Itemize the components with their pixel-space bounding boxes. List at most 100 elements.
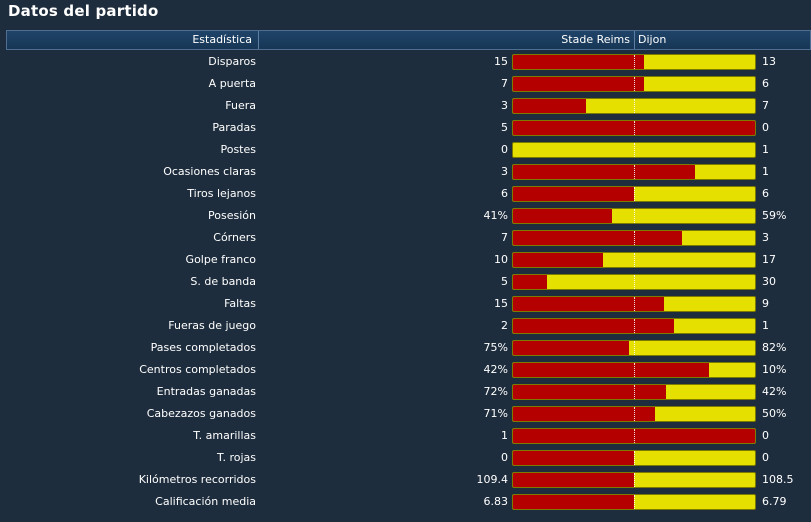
away-value: 59% [762, 209, 787, 222]
comparison-bar [512, 384, 756, 400]
stat-label: Córners [213, 231, 256, 244]
comparison-bar [512, 230, 756, 246]
away-value: 0 [762, 429, 769, 442]
table-row: Córners 7 3 [0, 227, 811, 249]
midline [634, 143, 635, 157]
midline [634, 341, 635, 355]
away-value: 42% [762, 385, 787, 398]
stat-label: Cabezazos ganados [146, 407, 256, 420]
stat-label: Fuera [225, 99, 256, 112]
midline [634, 275, 635, 289]
home-value: 75% [483, 341, 508, 354]
comparison-bar [512, 252, 756, 268]
midline [634, 231, 635, 245]
away-value: 1 [762, 319, 769, 332]
home-share-fill [513, 473, 635, 487]
stat-label: A puerta [208, 77, 256, 90]
table-row: Kilómetros recorridos 109.4 108.5 [0, 469, 811, 491]
stat-label: S. de banda [190, 275, 256, 288]
comparison-bar [512, 76, 756, 92]
away-value: 6 [762, 77, 769, 90]
midline [634, 363, 635, 377]
home-value: 42% [483, 363, 508, 376]
comparison-bar [512, 318, 756, 334]
away-value: 9 [762, 297, 769, 310]
midline [634, 429, 635, 443]
midline [634, 253, 635, 267]
comparison-bar [512, 340, 756, 356]
midline [634, 385, 635, 399]
home-share-fill [513, 209, 613, 223]
away-value: 7 [762, 99, 769, 112]
away-value: 1 [762, 143, 769, 156]
comparison-bar [512, 428, 756, 444]
stat-label: Fueras de juego [168, 319, 256, 332]
home-share-fill [513, 407, 656, 421]
stats-table: Disparos 15 13 A puerta 7 6 Fuera 3 7 Paradas 5 0 Po… [0, 51, 811, 513]
away-value: 50% [762, 407, 787, 420]
stat-label: Pases completados [150, 341, 256, 354]
stat-label: Paradas [212, 121, 256, 134]
midline [634, 209, 635, 223]
table-row: Postes 0 1 [0, 139, 811, 161]
home-value: 2 [501, 319, 508, 332]
home-value: 1 [501, 429, 508, 442]
home-value: 6.83 [483, 495, 509, 508]
comparison-bar [512, 296, 756, 312]
comparison-bar [512, 186, 756, 202]
table-row: A puerta 7 6 [0, 73, 811, 95]
home-share-fill [513, 55, 644, 69]
comparison-bar [512, 362, 756, 378]
away-value: 17 [762, 253, 776, 266]
away-value: 1 [762, 165, 769, 178]
comparison-bar [512, 54, 756, 70]
column-header-away-team[interactable]: Dijon [638, 33, 667, 46]
stat-label: Faltas [224, 297, 256, 310]
home-value: 7 [501, 231, 508, 244]
home-value: 7 [501, 77, 508, 90]
home-share-fill [513, 319, 675, 333]
comparison-bar [512, 472, 756, 488]
away-value: 13 [762, 55, 776, 68]
away-value: 6.79 [762, 495, 787, 508]
stat-label: Tiros lejanos [187, 187, 256, 200]
table-row: Fuera 3 7 [0, 95, 811, 117]
home-share-fill [513, 385, 666, 399]
home-value: 109.4 [476, 473, 509, 486]
home-value: 3 [501, 165, 508, 178]
home-value: 5 [501, 121, 508, 134]
midline [634, 319, 635, 333]
column-header-home-team[interactable]: Stade Reims [259, 31, 635, 49]
home-share-fill [513, 297, 665, 311]
home-value: 71% [483, 407, 508, 420]
stat-label: T. amarillas [193, 429, 256, 442]
table-row: Pases completados 75% 82% [0, 337, 811, 359]
stat-label: Kilómetros recorridos [138, 473, 256, 486]
home-share-fill [513, 99, 586, 113]
home-share-fill [513, 275, 547, 289]
table-header: Estadística Stade Reims Dijon [6, 30, 811, 50]
home-value: 3 [501, 99, 508, 112]
away-value: 6 [762, 187, 769, 200]
away-value: 30 [762, 275, 776, 288]
midline [634, 407, 635, 421]
column-header-statistic[interactable]: Estadística [7, 31, 259, 49]
table-row: Faltas 15 9 [0, 293, 811, 315]
away-value: 108.5 [762, 473, 794, 486]
midline [634, 121, 635, 135]
comparison-bar [512, 120, 756, 136]
home-share-fill [513, 253, 603, 267]
away-value: 0 [762, 121, 769, 134]
home-share-fill [513, 165, 695, 179]
table-row: Paradas 5 0 [0, 117, 811, 139]
midline [634, 187, 635, 201]
home-share-fill [513, 495, 635, 509]
comparison-bar [512, 450, 756, 466]
comparison-bar [512, 208, 756, 224]
stat-label: Posesión [208, 209, 256, 222]
table-row: Centros completados 42% 10% [0, 359, 811, 381]
midline [634, 495, 635, 509]
away-value: 82% [762, 341, 787, 354]
home-value: 72% [483, 385, 508, 398]
table-row: Fueras de juego 2 1 [0, 315, 811, 337]
